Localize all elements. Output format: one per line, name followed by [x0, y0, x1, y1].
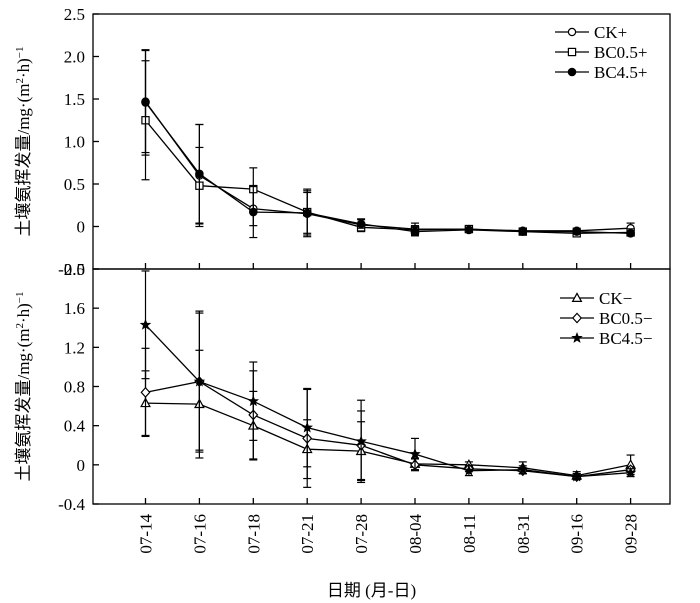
legend-label: CK+	[594, 23, 627, 42]
series-line	[144, 119, 631, 234]
data-point	[139, 318, 152, 330]
y-tick-label-bottom: 1.6	[64, 299, 85, 318]
data-point	[463, 464, 475, 476]
x-tick-label: 09-28	[622, 514, 641, 554]
legend-item: CK+	[555, 23, 627, 42]
y-tick-label-bottom: 0.4	[64, 417, 86, 436]
y-axis-title-top: 土壤氨挥发量/mg·(m2·h)−1	[13, 46, 33, 236]
legend-item: BC4.5+	[555, 63, 648, 82]
x-tick-label: 08-11	[460, 514, 479, 553]
data-point	[193, 375, 206, 387]
data-point	[247, 395, 260, 407]
series-line	[144, 101, 631, 232]
data-point	[140, 386, 151, 398]
y-tick-label-top: -0.5	[58, 260, 85, 279]
y-tick-label-top: 2.0	[64, 48, 85, 67]
data-point	[141, 98, 150, 107]
series-BC0.5−	[140, 312, 636, 488]
chart-panel-bottom: -0.4 0 0.4 0.8 1.2 1.6 2.0 土壤氨挥发量/mg·(m2·h)−1 CK…	[13, 260, 671, 514]
x-tick-label: 07-18	[244, 514, 263, 554]
legend-marker	[567, 47, 577, 57]
data-point	[409, 448, 421, 459]
series-line	[145, 324, 631, 478]
data-point	[626, 229, 635, 238]
x-tick-label: 07-16	[190, 514, 209, 554]
x-tick-label: 08-31	[514, 514, 533, 554]
data-point	[356, 219, 366, 229]
x-axis: 07-14 07-16 07-18 07-21 07-28 08-04 08-11 08-31…	[137, 514, 641, 554]
data-point	[517, 463, 529, 475]
y-tick-label-bottom: 2.0	[64, 260, 85, 279]
data-point	[570, 470, 583, 482]
x-tick-label: 08-04	[406, 514, 425, 554]
data-point	[355, 435, 367, 447]
legend-label: BC4.5−	[599, 329, 653, 348]
series-CK+	[141, 49, 635, 236]
x-tick-label: 07-21	[298, 514, 317, 554]
legend-item: BC0.5−	[560, 309, 653, 328]
legend-item: BC4.5−	[560, 329, 653, 348]
y-tick-label-top: 0	[77, 218, 86, 237]
y-tick-label-bottom: 0.8	[64, 378, 85, 397]
chart-panel-top: -0.5 0 0.5 1.0 1.5 2.0 2.5 土壤氨挥发量/mg·(m2·h)−1 CK…	[13, 5, 671, 279]
y-tick-label-bottom: 1.2	[64, 338, 85, 357]
data-point	[572, 227, 582, 236]
legend-label: CK−	[599, 289, 632, 308]
y-tick-label-bottom: -0.4	[58, 495, 85, 514]
series-BC4.5−	[139, 270, 637, 484]
data-point	[302, 208, 312, 218]
x-tick-label: 07-28	[352, 514, 371, 554]
data-point	[518, 227, 528, 236]
data-point	[249, 207, 258, 217]
y-tick-label-top: 0.5	[64, 175, 85, 194]
legend-label: BC0.5−	[599, 309, 653, 328]
series-BC0.5+	[141, 60, 635, 238]
y-tick-label-top: 2.5	[64, 5, 85, 24]
legend-top: CK+BC0.5+BC4.5+	[555, 23, 648, 82]
legend-label: BC0.5+	[594, 43, 648, 62]
legend-marker	[571, 312, 583, 324]
x-tick-label: 09-16	[568, 514, 587, 554]
series-line	[145, 380, 631, 478]
legend-item: BC0.5+	[555, 43, 648, 62]
data-point	[624, 466, 637, 478]
data-point	[464, 225, 474, 235]
data-point	[301, 421, 313, 433]
legend-item: CK−	[560, 289, 632, 308]
legend-marker	[567, 67, 577, 77]
series-CK−	[140, 349, 637, 482]
series-BC4.5+	[141, 49, 635, 239]
y-tick-label-top: 1.0	[64, 133, 85, 152]
legend-marker	[567, 27, 577, 37]
legend-marker	[571, 331, 583, 343]
x-axis-title: 日期 (月-日)	[327, 581, 416, 600]
y-axis-title-bottom: 土壤氨挥发量/mg·(m2·h)−1	[13, 291, 33, 481]
legend-marker	[571, 292, 583, 302]
data-point	[410, 227, 420, 236]
legend-bottom: CK−BC0.5−BC4.5−	[560, 289, 653, 348]
data-point	[195, 169, 204, 179]
x-tick-label: 07-14	[137, 514, 156, 554]
series-line	[145, 402, 631, 477]
series-line	[144, 102, 631, 234]
plot-frame-bottom	[92, 268, 671, 505]
legend-label: BC4.5+	[594, 63, 648, 82]
y-tick-label-bottom: 0	[77, 456, 86, 475]
y-tick-label-top: 1.5	[64, 90, 85, 109]
